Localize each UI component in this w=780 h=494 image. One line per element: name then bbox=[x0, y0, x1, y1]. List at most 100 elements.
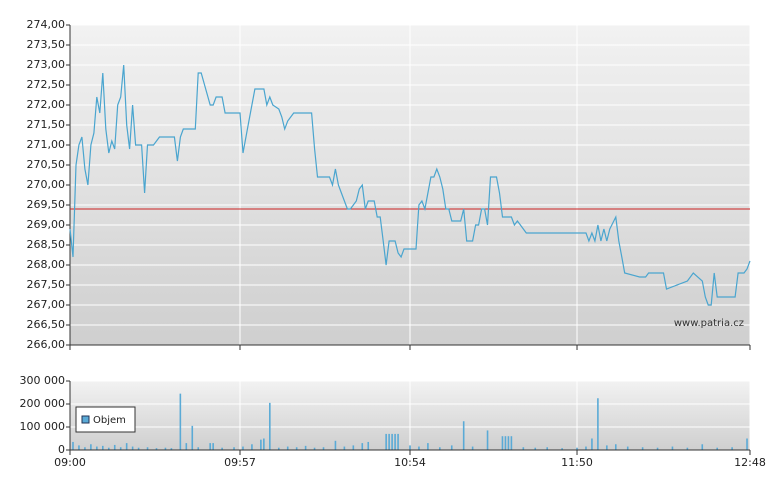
legend-swatch bbox=[81, 415, 90, 424]
volume-bar bbox=[397, 433, 399, 450]
volume-bar bbox=[191, 425, 194, 450]
volume-bar bbox=[501, 436, 504, 450]
volume-bar bbox=[597, 398, 599, 450]
volume-bar bbox=[146, 447, 149, 450]
y-tick-label: 272,50 bbox=[27, 78, 66, 91]
volume-bar bbox=[591, 438, 593, 450]
volume-bar bbox=[585, 446, 587, 450]
volume-bar bbox=[155, 448, 158, 450]
x-tick-label: 12:48 bbox=[734, 456, 766, 469]
y-tick-label: 270,50 bbox=[27, 158, 66, 171]
y-tick-label: 0 bbox=[58, 443, 65, 456]
volume-bar bbox=[656, 447, 659, 450]
y-tick-label: 272,00 bbox=[27, 98, 66, 111]
volume-bar bbox=[209, 443, 211, 450]
volume-bar bbox=[385, 433, 387, 450]
price-line bbox=[69, 64, 751, 306]
volume-bar bbox=[746, 438, 748, 450]
volume-bar bbox=[221, 447, 223, 450]
volume-bar bbox=[367, 441, 370, 450]
volume-bar bbox=[352, 445, 355, 450]
y-tick-label: 268,00 bbox=[27, 258, 66, 271]
volume-bar bbox=[731, 447, 733, 450]
volume-bar bbox=[263, 438, 265, 450]
volume-bar bbox=[334, 440, 337, 450]
volume-bar bbox=[322, 447, 325, 450]
y-tick-label: 300 000 bbox=[20, 374, 66, 387]
volume-bar bbox=[343, 446, 346, 450]
x-tick-label: 10:54 bbox=[394, 456, 426, 469]
volume-bar bbox=[471, 446, 474, 450]
volume-bar bbox=[671, 446, 674, 450]
volume-bar bbox=[212, 443, 214, 450]
volume-bar bbox=[561, 448, 563, 450]
legend-label: Objem bbox=[93, 415, 126, 426]
volume-bar bbox=[534, 447, 537, 450]
volume-bar bbox=[113, 444, 116, 450]
volume-bar bbox=[409, 445, 411, 450]
volume-bar bbox=[185, 443, 188, 450]
volume-bar bbox=[450, 445, 453, 450]
volume-bar bbox=[107, 447, 110, 450]
y-tick-label: 100 000 bbox=[20, 420, 66, 433]
volume-bar bbox=[72, 441, 74, 450]
volume-bar bbox=[686, 447, 689, 450]
volume-bar bbox=[716, 447, 718, 450]
y-tick-label: 267,00 bbox=[27, 298, 66, 311]
volume-bar bbox=[522, 447, 525, 450]
volume-bar bbox=[614, 444, 617, 450]
volume-bar bbox=[304, 445, 307, 450]
volume-bar bbox=[546, 447, 548, 450]
volume-bar bbox=[78, 445, 80, 450]
volume-bar bbox=[277, 447, 280, 450]
y-tick-label: 269,00 bbox=[27, 218, 66, 231]
y-tick-label: 273,50 bbox=[27, 38, 66, 51]
y-tick-label: 267,50 bbox=[27, 278, 66, 291]
volume-bar bbox=[164, 447, 167, 450]
volume-bar bbox=[439, 447, 441, 450]
volume-bar bbox=[295, 447, 298, 450]
volume-bar bbox=[576, 447, 578, 450]
y-tick-label: 274,00 bbox=[27, 18, 66, 31]
volume-bar bbox=[96, 446, 98, 450]
volume-bar bbox=[391, 433, 393, 450]
volume-bar bbox=[197, 447, 200, 450]
x-tick-label: 09:57 bbox=[224, 456, 256, 469]
volume-bar bbox=[462, 421, 465, 450]
volume-bar bbox=[701, 444, 704, 450]
volume-bar bbox=[286, 446, 289, 450]
volume-bar bbox=[626, 446, 629, 450]
volume-bar bbox=[125, 443, 128, 450]
y-tick-label: 273,00 bbox=[27, 58, 66, 71]
y-tick-label: 269,50 bbox=[27, 198, 66, 211]
volume-bar bbox=[510, 436, 513, 450]
volume-bar bbox=[361, 443, 364, 450]
y-tick-label: 271,00 bbox=[27, 138, 66, 151]
volume-bar bbox=[641, 447, 644, 450]
y-tick-label: 270,00 bbox=[27, 178, 66, 191]
volume-bar bbox=[606, 445, 608, 450]
volume-bar bbox=[90, 444, 92, 450]
volume-bar bbox=[84, 447, 86, 450]
x-tick-label: 09:00 bbox=[54, 456, 86, 469]
volume-bar bbox=[260, 439, 262, 450]
volume-bar bbox=[388, 433, 390, 450]
y-tick-label: 268,50 bbox=[27, 238, 66, 251]
volume-bar bbox=[170, 448, 173, 450]
volume-bar bbox=[394, 433, 396, 450]
volume-bar bbox=[507, 436, 510, 450]
volume-bar bbox=[179, 393, 182, 450]
volume-bar bbox=[102, 445, 104, 450]
y-tick-label: 200 000 bbox=[20, 397, 66, 410]
volume-bar bbox=[131, 446, 134, 450]
volume-bar bbox=[251, 444, 253, 450]
volume-bar bbox=[427, 443, 429, 450]
volume-bar bbox=[233, 447, 235, 450]
volume-bar bbox=[504, 436, 507, 450]
watermark: www.patria.cz bbox=[674, 318, 744, 329]
volume-bar bbox=[119, 447, 122, 450]
y-tick-label: 271,50 bbox=[27, 118, 66, 131]
volume-bar bbox=[269, 402, 271, 450]
y-tick-label: 266,50 bbox=[27, 318, 66, 331]
